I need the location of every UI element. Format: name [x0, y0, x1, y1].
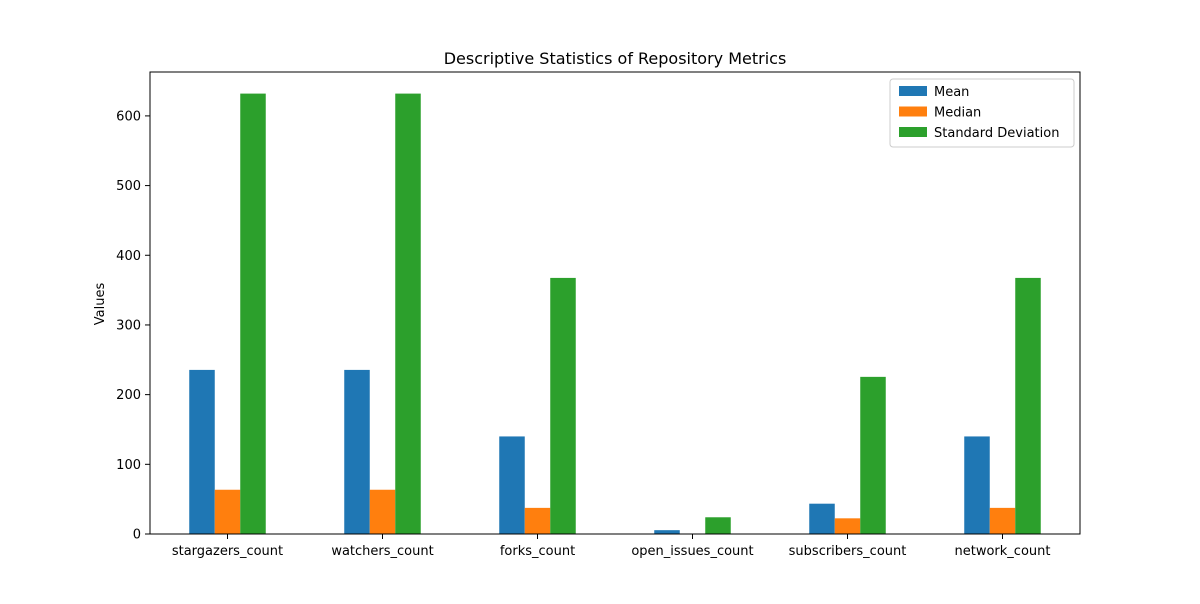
bar-standard-deviation-stargazers-count — [240, 93, 266, 534]
legend-swatch — [899, 86, 927, 96]
bar-standard-deviation-watchers-count — [395, 93, 421, 534]
bar-mean-watchers-count — [344, 369, 370, 534]
legend-label: Standard Deviation — [934, 126, 1059, 141]
y-axis-label: Values — [93, 283, 108, 326]
x-tick-label: network_count — [955, 544, 1051, 559]
bar-standard-deviation-network-count — [1015, 277, 1041, 534]
x-tick-label: stargazers_count — [172, 544, 283, 559]
chart-title: Descriptive Statistics of Repository Met… — [444, 49, 787, 68]
legend-box — [889, 78, 1075, 148]
x-tick-label: open_issues_count — [631, 544, 753, 559]
x-tick-label: watchers_count — [331, 544, 433, 559]
bar-standard-deviation-subscribers-count — [860, 376, 886, 534]
y-tick-label: 600 — [116, 109, 141, 124]
y-tick-label: 500 — [116, 179, 141, 194]
x-axis: stargazers_count watchers_count forks_coun… — [172, 534, 1051, 559]
bar-median-forks-count — [524, 507, 551, 534]
legend-swatch — [899, 127, 927, 137]
bar-median-network-count — [989, 507, 1016, 534]
y-tick-label: 100 — [116, 458, 141, 473]
legend-label: Median — [934, 106, 981, 121]
y-tick-label: 300 — [116, 318, 141, 333]
y-axis: 0 100 200 300 400 500 600 — [116, 109, 150, 543]
bar-standard-deviation-forks-count — [550, 277, 576, 534]
plot-area-frame — [149, 71, 1081, 535]
legend-swatch — [899, 106, 927, 117]
y-tick-label: 200 — [116, 388, 141, 403]
y-tick-label: 400 — [116, 249, 141, 264]
x-tick-label: forks_count — [500, 544, 575, 559]
bar-mean-stargazers-count — [189, 369, 215, 534]
bar-mean-network-count — [964, 436, 990, 534]
legend-label: Mean — [934, 85, 969, 100]
bar-standard-deviation-open-issues-count — [705, 517, 731, 534]
y-tick-label: 0 — [133, 528, 141, 543]
bar-mean-open-issues-count — [654, 530, 680, 534]
bar-median-stargazers-count — [214, 489, 241, 534]
bar-median-subscribers-count — [834, 518, 861, 534]
x-tick-label: subscribers_count — [789, 544, 907, 559]
bars-layer — [189, 93, 1041, 534]
bar-mean-forks-count — [499, 436, 525, 534]
bar-mean-subscribers-count — [809, 503, 835, 534]
legend: Mean Median Standard Deviation — [889, 78, 1075, 148]
bar-median-watchers-count — [369, 489, 396, 534]
